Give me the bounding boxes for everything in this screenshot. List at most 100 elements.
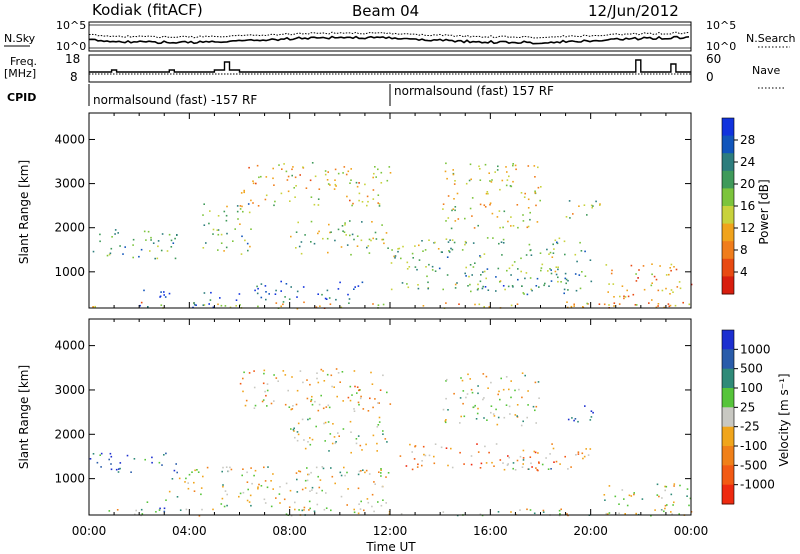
power-echo-cell <box>476 288 479 291</box>
velocity-echo-cell <box>503 416 506 419</box>
power-echo-cell <box>510 304 513 307</box>
velocity-echo-cell <box>409 443 411 446</box>
velocity-echo-cell <box>522 457 525 459</box>
velocity-echo-cell <box>291 376 293 378</box>
power-echo-cell <box>240 192 243 194</box>
velocity-echo-cell <box>315 492 318 494</box>
power-echo-cell <box>296 307 299 310</box>
velocity-echo-cell <box>315 425 317 428</box>
power-echo-cell <box>285 170 288 173</box>
power-echo-cell <box>448 250 450 252</box>
power-echo-cell <box>202 247 205 249</box>
velocity-echo-cell <box>347 396 350 399</box>
velocity-echo-cell <box>592 411 594 414</box>
power-echo-cell <box>583 204 586 206</box>
velocity-echo-cell <box>626 504 629 507</box>
velocity-echo-cell <box>292 428 295 431</box>
velocity-echo-cell <box>508 405 511 408</box>
power-echo-cell <box>361 221 363 223</box>
velocity-echo-cell <box>505 404 508 406</box>
velocity-echo-cell <box>545 457 547 459</box>
power-echo-cell <box>235 305 237 307</box>
velocity-echo-cell <box>141 513 144 515</box>
velocity-echo-cell <box>372 434 375 437</box>
velocity-echo-cell <box>535 422 537 424</box>
velocity-echo-cell <box>292 405 294 407</box>
power-echo-cell <box>427 281 429 284</box>
power-echo-cell <box>216 229 219 231</box>
power-echo-cell <box>451 248 454 251</box>
power-echo-cell <box>454 220 457 222</box>
velocity-echo-cell <box>267 466 269 468</box>
velocity-echo-cell <box>512 462 515 464</box>
power-echo-cell <box>670 289 673 291</box>
power-echo-cell <box>638 269 640 271</box>
velocity-echo-cell <box>463 415 466 418</box>
power-echo-cell <box>265 176 268 178</box>
velocity-echo-cell <box>206 466 209 469</box>
velocity-echo-cell <box>571 417 573 419</box>
power-echo-cell <box>318 230 320 233</box>
velocity-echo-cell <box>673 485 675 487</box>
velocity-echo-cell <box>294 436 296 439</box>
velocity-echo-cell <box>564 455 566 458</box>
velocity-echo-cell <box>376 426 379 428</box>
velocity-echo-cell <box>108 458 110 461</box>
velocity-echo-cell <box>299 470 302 473</box>
velocity-echo-cell <box>306 467 308 469</box>
power-echo-cell <box>170 246 173 248</box>
velocity-echo-cell <box>272 473 274 475</box>
power-echo-cell <box>533 165 536 167</box>
nsky-tick-high: 10^5 <box>56 19 86 32</box>
power-echo-cell <box>333 188 336 190</box>
power-echo-cell <box>272 167 274 170</box>
power-echo-cell <box>574 253 577 256</box>
power-echo-cell <box>565 278 568 281</box>
velocity-echo-cell <box>298 509 300 511</box>
velocity-echo-cell <box>477 407 479 410</box>
power-echo-cell <box>503 210 506 213</box>
velocity-echo-cell <box>533 450 536 453</box>
velocity-x-ticks: 00:00 04:00 08:00 12:00 16:00 20:00 00:00 <box>72 319 708 538</box>
power-echo-cell <box>499 188 501 191</box>
power-echo-cell <box>210 291 212 294</box>
velocity-echo-cell <box>447 409 449 411</box>
velocity-echo-cell <box>230 468 233 471</box>
velocity-echo-cell <box>497 416 500 419</box>
velocity-echo-cell <box>350 431 352 433</box>
velocity-echo-cell <box>497 393 499 396</box>
power-echo-cell <box>422 250 424 252</box>
velocity-echo-cell <box>309 383 311 386</box>
velocity-echo-cell <box>246 481 249 483</box>
power-echo-cell <box>223 250 225 252</box>
velocity-echo-cell <box>641 498 644 500</box>
velocity-echo-cell <box>379 389 382 391</box>
power-echo-cell <box>451 239 454 241</box>
velocity-echo-cell <box>359 444 362 447</box>
velocity-echo-cell <box>318 486 321 489</box>
power-echo-cell <box>498 210 501 212</box>
velocity-echo-cell <box>324 440 326 442</box>
velocity-echo-cell <box>307 441 309 443</box>
velocity-echo-cell <box>357 435 360 437</box>
power-echo-cell <box>417 287 420 290</box>
power-echo-cell <box>477 224 479 227</box>
power-echo-cell <box>244 239 246 242</box>
power-colorbar-tick-label: 8 <box>740 243 748 257</box>
power-echo-cell <box>565 216 568 218</box>
power-echo-cell <box>256 285 258 288</box>
velocity-echo-cell <box>567 418 570 421</box>
power-echo-cell <box>497 165 499 168</box>
velocity-echo-cell <box>291 408 294 410</box>
velocity-echo-cell <box>316 372 318 374</box>
velocity-echo-cell <box>496 423 499 426</box>
power-echo-cell <box>278 164 280 166</box>
velocity-echo-cell <box>380 468 382 470</box>
power-echo-cell <box>132 238 135 241</box>
power-echo-cell <box>163 291 165 293</box>
velocity-echo-cell <box>484 445 486 448</box>
velocity-echo-cell <box>532 405 535 408</box>
velocity-echo-cell <box>380 504 383 507</box>
power-colorbar-tick-label: 28 <box>740 133 755 147</box>
power-echo-cell <box>451 209 453 212</box>
